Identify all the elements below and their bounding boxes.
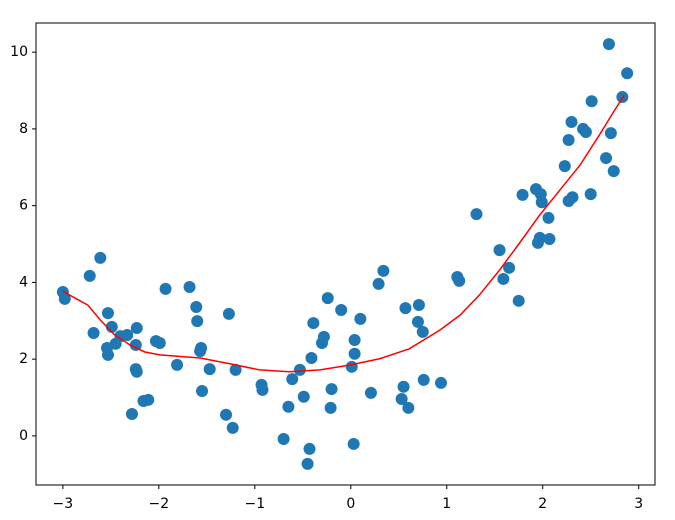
scatter-point bbox=[417, 373, 430, 386]
scatter-point bbox=[58, 292, 71, 305]
scatter-point bbox=[203, 363, 216, 376]
scatter-point bbox=[579, 125, 592, 138]
scatter-point bbox=[297, 390, 310, 403]
scatter-point bbox=[87, 327, 100, 340]
scatter-point bbox=[434, 376, 447, 389]
scatter-point bbox=[286, 373, 299, 386]
scatter-point bbox=[130, 322, 143, 335]
scatter-point bbox=[402, 401, 415, 414]
y-tick-label: 8 bbox=[19, 121, 28, 137]
scatter-point bbox=[516, 188, 529, 201]
scatter-point bbox=[153, 337, 166, 350]
scatter-point bbox=[602, 38, 615, 51]
scatter-point bbox=[562, 134, 575, 147]
scatter-point bbox=[395, 393, 408, 406]
scatter-point bbox=[354, 312, 367, 325]
scatter-point bbox=[307, 317, 320, 330]
scatter-point bbox=[347, 437, 360, 450]
axes-frame bbox=[35, 22, 656, 486]
scatter-point bbox=[277, 432, 290, 445]
scatter-point bbox=[159, 282, 172, 295]
scatter-point bbox=[372, 277, 385, 290]
scatter-point bbox=[412, 299, 425, 312]
scatter-point bbox=[303, 442, 316, 455]
scatter-point bbox=[83, 269, 96, 282]
scatter-point bbox=[453, 274, 466, 287]
scatter-point bbox=[125, 408, 138, 421]
scatter-point bbox=[348, 347, 361, 360]
scatter-point bbox=[121, 328, 134, 341]
scatter-point bbox=[335, 304, 348, 317]
scatter-point bbox=[317, 330, 330, 343]
scatter-point bbox=[142, 393, 155, 406]
scatter-point bbox=[604, 127, 617, 140]
x-tick-label: −1 bbox=[244, 496, 265, 512]
scatter-point bbox=[497, 272, 510, 285]
scatter-point bbox=[585, 95, 598, 108]
x-tick-label: 0 bbox=[346, 496, 355, 512]
scatter-point bbox=[493, 244, 506, 257]
scatter-point bbox=[600, 152, 613, 165]
scatter-point bbox=[558, 160, 571, 173]
scatter-point bbox=[533, 231, 546, 244]
scatter-point bbox=[101, 307, 114, 320]
y-tick-label: 6 bbox=[19, 198, 28, 214]
scatter-point bbox=[190, 300, 203, 313]
scatter-point bbox=[220, 408, 233, 421]
scatter-point bbox=[282, 400, 295, 413]
scatter-point bbox=[377, 264, 390, 277]
scatter-point bbox=[542, 211, 555, 224]
scatter-point bbox=[325, 383, 338, 396]
scatter-point bbox=[191, 315, 204, 328]
scatter-point bbox=[229, 363, 242, 376]
y-tick-label: 0 bbox=[19, 428, 28, 444]
scatter-point bbox=[411, 315, 424, 328]
x-tick-label: −2 bbox=[149, 496, 170, 512]
scatter-point bbox=[301, 457, 314, 470]
scatter-point bbox=[222, 307, 235, 320]
scatter-point bbox=[129, 338, 142, 351]
scatter-point bbox=[324, 401, 337, 414]
scatter-point bbox=[470, 208, 483, 221]
scatter-point bbox=[503, 261, 516, 274]
scatter-point bbox=[535, 196, 548, 209]
scatter-point bbox=[364, 386, 377, 399]
scatter-point bbox=[101, 348, 114, 361]
scatter-point bbox=[226, 421, 239, 434]
fit-line bbox=[62, 94, 625, 373]
scatter-point bbox=[512, 294, 525, 307]
scatter-point bbox=[305, 351, 318, 364]
scatter-point bbox=[345, 360, 358, 373]
scatter-point bbox=[171, 358, 184, 371]
scatter-point bbox=[348, 333, 361, 346]
x-tick-label: 2 bbox=[538, 496, 547, 512]
scatter-point bbox=[196, 384, 209, 397]
scatter-point bbox=[397, 380, 410, 393]
scatter-point bbox=[130, 365, 143, 378]
scatter-point bbox=[566, 191, 579, 204]
x-tick-label: 3 bbox=[634, 496, 643, 512]
scatter-point bbox=[584, 188, 597, 201]
scatter-point bbox=[321, 292, 334, 305]
x-tick-label: 1 bbox=[442, 496, 451, 512]
y-tick-label: 4 bbox=[19, 274, 28, 290]
scatter-point bbox=[621, 67, 634, 80]
scatter-point bbox=[416, 325, 429, 338]
scatter-point bbox=[293, 363, 306, 376]
scatter-point bbox=[256, 383, 269, 396]
y-tick-label: 2 bbox=[19, 351, 28, 367]
x-tick-label: −3 bbox=[53, 496, 74, 512]
scatter-point bbox=[399, 302, 412, 315]
scatter-point bbox=[607, 165, 620, 178]
scatter-point bbox=[565, 116, 578, 128]
scatter-point bbox=[195, 342, 208, 355]
scatter-point bbox=[543, 233, 556, 246]
scatter-point bbox=[94, 251, 107, 264]
y-tick-label: 10 bbox=[10, 44, 28, 60]
scatter-point bbox=[183, 281, 196, 293]
